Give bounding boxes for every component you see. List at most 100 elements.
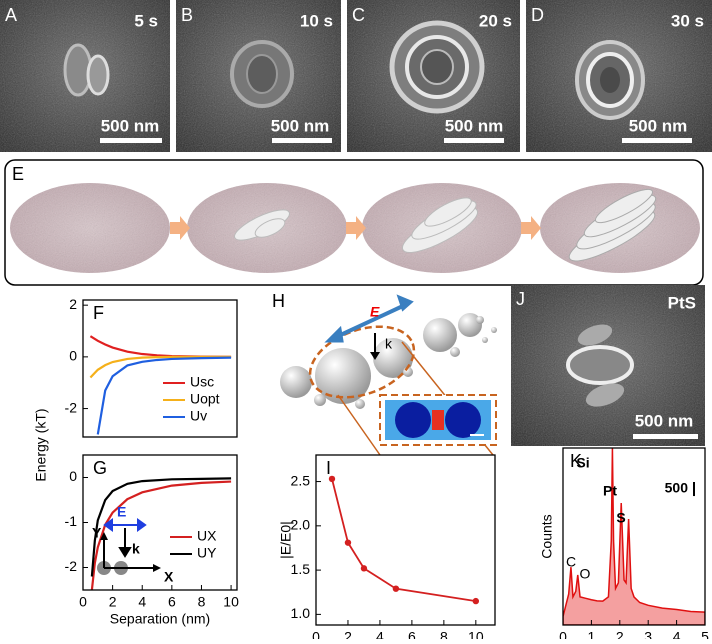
plot-frame bbox=[82, 299, 238, 438]
x-tick-label: 8 bbox=[198, 594, 206, 610]
scale-label: 500 nm bbox=[271, 116, 330, 135]
schematic-h: H E k bbox=[272, 291, 497, 456]
wavevector-label: k bbox=[132, 541, 140, 557]
x-axis-label: Separation (nm) bbox=[110, 611, 210, 627]
panel-label: A bbox=[5, 5, 17, 25]
scale-label: 500 nm bbox=[635, 411, 694, 430]
panel-label: F bbox=[93, 303, 104, 323]
x-tick-label: 2 bbox=[109, 594, 117, 610]
time-label: 20 s bbox=[479, 11, 512, 30]
y-axis-label: Y bbox=[92, 525, 102, 541]
y-tick-label: -2 bbox=[65, 558, 78, 574]
schematic-e: E bbox=[4, 159, 704, 286]
sem-panel-a: A 5 s 500 nm bbox=[0, 0, 170, 152]
y-tick-label: 1.5 bbox=[291, 561, 311, 577]
series-line bbox=[331, 478, 476, 602]
y-tick-label: 2.0 bbox=[291, 517, 311, 533]
panel-label: K bbox=[570, 451, 582, 471]
series-line bbox=[90, 480, 232, 590]
x-tick-label: 4 bbox=[376, 629, 384, 639]
plot-frame bbox=[82, 454, 238, 591]
arrow-heads bbox=[100, 532, 161, 572]
x-tick-label: 10 bbox=[468, 629, 484, 639]
material-label: PtS bbox=[668, 293, 696, 312]
sem-panel-b: B 10 s 500 nm bbox=[176, 0, 341, 152]
field-label: E bbox=[370, 304, 380, 320]
y-tick-label: 0 bbox=[69, 348, 77, 364]
chart-k: 012345COSiPtS500KEnergy (keV)Counts bbox=[539, 447, 709, 644]
x-tick-label: 2 bbox=[344, 629, 352, 639]
x-tick-label: 10 bbox=[223, 594, 239, 610]
scale-bar-label: 500 bbox=[665, 480, 689, 496]
peak-label: Pt bbox=[603, 483, 617, 499]
x-tick-label: 1 bbox=[588, 629, 596, 639]
data-point bbox=[344, 539, 352, 546]
time-label: 10 s bbox=[300, 11, 333, 30]
peak-label: S bbox=[616, 510, 625, 526]
data-point bbox=[472, 597, 480, 605]
sem-panel-j: J PtS 500 nm bbox=[511, 285, 705, 446]
x-tick-label: 8 bbox=[440, 629, 448, 639]
legend-label: UX bbox=[197, 528, 217, 544]
panel-label: J bbox=[516, 289, 525, 309]
coordinate-inset: Ek Y X bbox=[92, 504, 174, 585]
y-axis-label: Energy (kT) bbox=[33, 408, 49, 481]
data-point bbox=[360, 565, 368, 572]
x-tick-label: 5 bbox=[701, 629, 709, 639]
time-label: 30 s bbox=[671, 11, 704, 30]
x-tick-label: 0 bbox=[79, 594, 87, 610]
series-line bbox=[89, 355, 232, 379]
y-axis-label: |E/E0| bbox=[278, 521, 294, 559]
x-tick-label: 0 bbox=[559, 629, 567, 639]
plot-frame bbox=[315, 454, 496, 626]
panel-label: D bbox=[531, 5, 544, 25]
y-tick-label: 0 bbox=[69, 468, 77, 484]
x-tick-label: 4 bbox=[138, 594, 146, 610]
field-map-inset bbox=[379, 394, 497, 446]
x-tick-label: 3 bbox=[644, 629, 652, 639]
x-tick-label: 0 bbox=[312, 629, 320, 639]
plot-area bbox=[328, 475, 480, 605]
k-arrow bbox=[118, 528, 132, 558]
panel-label: E bbox=[12, 164, 24, 184]
panel-label: C bbox=[352, 5, 365, 25]
legend-label: Uv bbox=[190, 408, 207, 424]
peak-label: Si bbox=[576, 455, 589, 471]
y-tick-label: 1.0 bbox=[291, 605, 311, 621]
panel-label: B bbox=[181, 5, 193, 25]
y-tick-label: -1 bbox=[65, 513, 78, 529]
x-axis-label: X bbox=[164, 569, 174, 585]
legend-label: UY bbox=[197, 545, 217, 561]
scale-label: 500 nm bbox=[101, 116, 160, 135]
plot-area bbox=[563, 448, 705, 625]
x-tick-label: 6 bbox=[168, 594, 176, 610]
field-arrow bbox=[103, 518, 147, 532]
field-label: E bbox=[117, 504, 126, 520]
plot-frame bbox=[562, 447, 706, 626]
time-label: 5 s bbox=[134, 11, 158, 30]
sem-panel-c: C 20 s 500 nm bbox=[347, 0, 520, 152]
panel-label: I bbox=[326, 458, 331, 478]
scale-label: 500 nm bbox=[629, 116, 688, 135]
chart-i: 1.01.52.02.50246810ISeparation (nm)|E/E0… bbox=[278, 454, 496, 644]
x-tick-label: 6 bbox=[408, 629, 416, 639]
y-tick-label: 2.5 bbox=[291, 472, 311, 488]
peak-label: C bbox=[566, 554, 576, 570]
legend-label: Usc bbox=[190, 374, 214, 390]
series-line bbox=[89, 335, 232, 358]
y-axis-label: Counts bbox=[539, 514, 555, 558]
spectrum-area bbox=[563, 448, 705, 625]
wavevector-label: k bbox=[385, 336, 393, 352]
y-tick-label: -2 bbox=[65, 399, 78, 415]
panel-label: G bbox=[93, 458, 107, 478]
series-line bbox=[96, 356, 232, 435]
series-line bbox=[90, 477, 232, 577]
axis-arrows bbox=[103, 538, 155, 569]
peak-label: O bbox=[580, 566, 591, 582]
sem-panel-d: D 30 s 500 nm bbox=[526, 0, 712, 152]
scale-label: 500 nm bbox=[445, 116, 504, 135]
